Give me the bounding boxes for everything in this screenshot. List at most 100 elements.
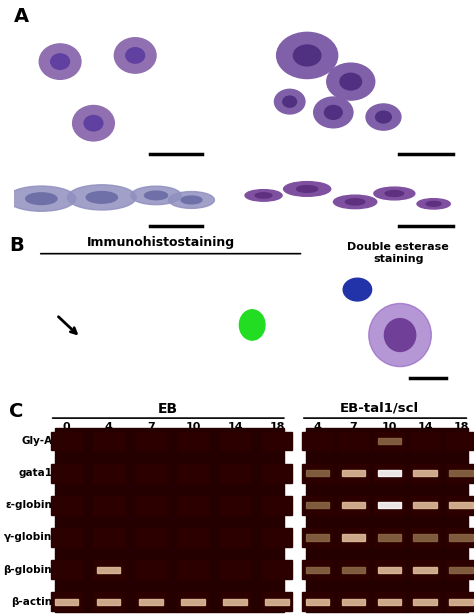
Bar [306,470,329,476]
Bar [51,528,82,547]
Bar [181,599,205,605]
Ellipse shape [426,201,441,206]
Bar [220,528,250,547]
Bar [220,432,250,450]
Ellipse shape [7,186,76,211]
Bar [342,470,365,476]
Text: gata1: gata1 [18,468,52,478]
Text: B: B [9,236,24,254]
Bar [93,528,124,547]
Ellipse shape [325,105,342,120]
Ellipse shape [73,105,114,141]
Text: Immunohistostaining: Immunohistostaining [87,236,235,249]
Bar [220,560,250,579]
Ellipse shape [169,192,214,208]
Ellipse shape [334,195,377,209]
Ellipse shape [374,187,415,200]
Bar [446,496,474,515]
Text: 10: 10 [185,423,201,432]
Bar [178,528,208,547]
Bar [449,535,473,541]
Bar [306,428,468,612]
Bar [446,560,474,579]
Text: 18: 18 [270,423,285,432]
Ellipse shape [340,73,362,90]
Text: 14: 14 [418,423,433,432]
Bar [374,593,404,611]
Text: γ-globin: γ-globin [4,532,52,543]
Bar [413,599,437,605]
Bar [378,470,401,476]
Bar [51,464,82,482]
Bar [410,528,440,547]
Text: 7: 7 [350,423,357,432]
Bar [136,496,166,515]
Ellipse shape [145,191,167,200]
Bar [97,599,120,605]
Ellipse shape [314,97,353,128]
Bar [136,528,166,547]
Bar [378,599,401,605]
Bar [338,528,369,547]
Ellipse shape [369,304,431,367]
Ellipse shape [239,310,265,340]
Bar [178,593,208,611]
Bar [302,528,333,547]
Bar [338,464,369,482]
Bar [446,593,474,611]
Bar [223,599,247,605]
Bar [178,464,208,482]
Bar [374,496,404,515]
Bar [449,567,473,573]
Bar [136,593,166,611]
Ellipse shape [51,54,70,70]
Ellipse shape [255,193,272,198]
Bar [93,593,124,611]
Ellipse shape [343,278,372,301]
Ellipse shape [293,45,321,66]
Bar [446,528,474,547]
Bar [93,464,124,482]
Bar [55,599,78,605]
Bar [410,593,440,611]
Ellipse shape [277,32,337,79]
Bar [378,567,401,573]
Ellipse shape [39,44,81,79]
Ellipse shape [131,186,181,205]
Bar [262,464,292,482]
Text: 0: 0 [63,423,70,432]
Text: Double esterase
staining: Double esterase staining [347,242,449,264]
Bar [378,438,401,444]
Bar [93,496,124,515]
Text: Gly-A: Gly-A [21,436,52,446]
Bar [374,432,404,450]
Ellipse shape [283,182,331,197]
Bar [51,496,82,515]
Bar [139,599,163,605]
Bar [220,496,250,515]
Bar [410,496,440,515]
Bar [374,528,404,547]
Bar [413,535,437,541]
Bar [51,593,82,611]
Text: 4: 4 [314,423,321,432]
Text: 18: 18 [454,423,469,432]
Bar [338,432,369,450]
Bar [410,432,440,450]
Bar [306,502,329,508]
Bar [302,593,333,611]
Text: EB-tal1/scl: EB-tal1/scl [340,402,419,415]
Bar [302,464,333,482]
Bar [342,599,365,605]
Bar [413,502,437,508]
Ellipse shape [384,318,416,352]
Ellipse shape [346,199,365,205]
Ellipse shape [114,38,156,73]
Ellipse shape [283,96,297,107]
Bar [342,502,365,508]
Text: β-globin: β-globin [3,565,52,575]
Bar [136,464,166,482]
Ellipse shape [327,63,375,100]
Bar [220,593,250,611]
Ellipse shape [245,190,282,201]
